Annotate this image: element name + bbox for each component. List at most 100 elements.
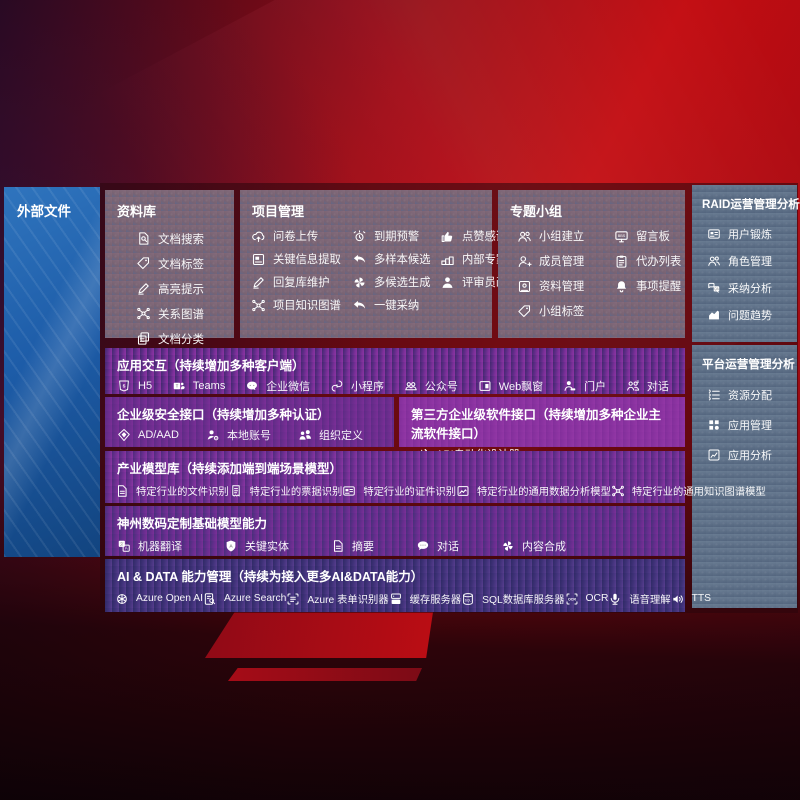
feature-label: SQL数据库服务器	[482, 595, 565, 606]
form-scan-icon	[286, 592, 300, 606]
feature-label: 应用管理	[728, 420, 772, 432]
feature-item: 内容合成	[501, 538, 566, 554]
feature-label: 特定行业的票据识别	[249, 487, 343, 498]
background-shape	[205, 612, 433, 658]
feature-label: 采纳分析	[728, 282, 772, 295]
wechat-icon	[245, 379, 259, 393]
feature-label: 语音理解	[629, 595, 671, 606]
band-title: AI & DATA 能力管理（持续为接入更多AI&DATA能力）	[117, 570, 424, 584]
feature-label: Teams	[192, 380, 226, 392]
band-items: Azure Open AI Azure Search Azure 表单识别器 缓存服务…	[105, 589, 711, 606]
audience-icon	[404, 379, 418, 393]
feature-item: 组织定义	[298, 427, 363, 443]
feature-label: 企业微信	[266, 381, 311, 393]
grid-icon	[707, 418, 721, 432]
band-items: 文 A 机器翻译 A 关键实体 摘要 对话 内容合成	[105, 536, 685, 554]
feature-label: 文档标签	[158, 258, 204, 271]
bell-icon	[614, 279, 629, 294]
window-icon	[478, 379, 492, 393]
portal-icon	[563, 379, 577, 393]
feature-label: 摘要	[352, 541, 374, 553]
feature-item: 对话	[626, 378, 669, 394]
feature-label: 到期预警	[374, 231, 420, 243]
feature-item: QA 采纳分析	[707, 274, 797, 301]
pinwheel-icon	[501, 539, 515, 553]
band-title: 神州数码定制基础模型能力	[117, 517, 268, 531]
search-doc-icon	[203, 592, 217, 606]
panel-items: 小组建立 BBS 留言板 成员管理 代办列表 资料管理 事项提醒 小组标签	[498, 226, 685, 319]
doc-extract-icon	[251, 252, 266, 267]
band-enterprise-security: 企业级安全接口（持续增加多种认证） AD/AAD 本地账号 组织定义	[105, 397, 394, 447]
mini-icon	[330, 379, 344, 393]
feature-label: 文档分类	[158, 333, 204, 346]
feature-item: TTS	[671, 592, 711, 606]
panel-items: 资源分配应用管理应用分析	[692, 380, 797, 470]
feature-item: 文档搜索	[136, 226, 234, 251]
feature-item: 对话	[416, 538, 459, 554]
svg-text:OCR: OCR	[567, 597, 575, 601]
svg-text:文: 文	[120, 540, 124, 546]
panel-topic-groups: 专题小组 小组建立 BBS 留言板 成员管理 代办列表 资料管理 事项提醒 小组标签	[498, 190, 685, 338]
list-icon	[707, 388, 721, 402]
feature-label: 项目知识图谱	[273, 300, 341, 312]
ocr-icon: OCR	[565, 592, 579, 606]
feature-label: Azure 表单识别器	[307, 595, 389, 606]
feature-item: 本地账号	[206, 427, 271, 443]
feature-label: 应用分析	[728, 450, 772, 462]
feature-label: 本地账号	[226, 430, 271, 442]
sidebar-title: 外部文件	[17, 204, 71, 219]
svg-text:5: 5	[123, 384, 126, 390]
feature-label: Azure Search	[223, 593, 287, 604]
thumbs-up-icon	[440, 229, 455, 244]
img-chart-icon	[456, 484, 470, 498]
svg-text:T: T	[176, 384, 179, 389]
background-shape	[228, 668, 422, 681]
feature-label: 内容合成	[522, 541, 566, 553]
feature-item: Azure 表单识别器	[286, 591, 389, 606]
feature-label: 事项提醒	[636, 281, 682, 293]
person-icon	[440, 275, 455, 290]
doc-icon	[331, 539, 345, 553]
feature-label: 资源分配	[728, 390, 772, 402]
band-third-party-interfaces: 第三方企业级软件接口（持续增加多种企业主流软件接口） API自动化设计器	[399, 397, 685, 461]
feature-label: 组织定义	[318, 430, 363, 442]
panel-title: 资料库	[117, 204, 157, 219]
feature-label: 小组标签	[539, 306, 585, 318]
feature-item: 文档分类	[136, 326, 234, 351]
feature-item: 小组建立	[517, 228, 614, 244]
feature-item: SQL SQL数据库服务器	[461, 591, 565, 606]
feature-item: 文 A 机器翻译	[117, 538, 182, 554]
feature-label: 对话	[437, 541, 459, 553]
shield-a-icon: A	[224, 539, 238, 553]
tts-icon	[671, 592, 685, 606]
feature-label: 小组建立	[539, 231, 585, 243]
users-icon	[517, 229, 532, 244]
feature-label: 多样本候选	[374, 254, 431, 266]
feature-label: Azure Open AI	[136, 593, 203, 604]
panel-platform-analysis: 平台运营管理分析 资源分配 应用管理 应用分析	[692, 345, 797, 608]
openai-icon	[115, 592, 129, 606]
feature-item: 特定行业的文件识别	[115, 483, 229, 498]
idcard-icon	[707, 227, 721, 241]
feature-item: 资源分配	[707, 380, 797, 410]
album-icon	[517, 279, 532, 294]
svg-text:SQL: SQL	[465, 598, 472, 602]
feature-item: 关系图谱	[136, 301, 234, 326]
band-title: 第三方企业级软件接口（持续增加多种企业主流软件接口）	[411, 408, 662, 441]
panel-items: 文档搜索文档标签高亮提示关系图谱文档分类	[105, 226, 234, 351]
feature-label: 多候选生成	[374, 277, 431, 289]
feature-item: 特定行业的通用数据分析模型	[456, 483, 611, 498]
sidebar-external-files: 外部文件	[4, 187, 100, 557]
band-items: 5 H5 T Teams 企业微信 小程序 公众号 Web飘窗 门户 对话	[105, 378, 685, 394]
feature-item: 点赞感谢	[440, 228, 530, 244]
feature-item: 特定行业的通用知识图谱模型	[611, 483, 766, 498]
feature-item: 特定行业的票据识别	[229, 483, 343, 498]
feature-label: TTS	[691, 593, 712, 604]
feature-item: 代办列表	[614, 253, 681, 269]
feature-label: 回复库维护	[273, 277, 330, 289]
doc-icon	[115, 484, 129, 498]
rank-icon	[440, 252, 455, 267]
feature-label: 高亮提示	[158, 283, 204, 296]
